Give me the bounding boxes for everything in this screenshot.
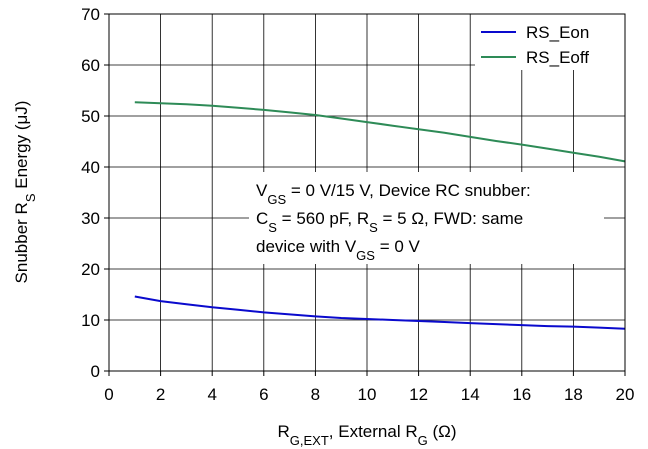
y-tick-label: 40 — [81, 158, 100, 177]
annotation-line-3: device with VGS = 0 V — [256, 237, 421, 263]
annotation-line-2: CS = 560 pF, RS = 5 Ω, FWD: same — [256, 209, 523, 235]
legend: RS_Eon RS_Eoff — [475, 14, 625, 70]
x-tick-label: 2 — [156, 385, 165, 404]
x-tick-label: 10 — [358, 385, 377, 404]
y-axis-label: Snubber RS Energy (μJ) — [12, 101, 38, 284]
legend-label: RS_Eon — [526, 23, 589, 42]
x-tick-label: 14 — [461, 385, 480, 404]
x-tick-label: 4 — [207, 385, 216, 404]
y-tick-label: 50 — [81, 107, 100, 126]
series-line-rs-eon — [134, 295, 626, 330]
annotation-line-1: VGS = 0 V/15 V, Device RC snubber: — [256, 181, 531, 207]
x-tick-label: 18 — [564, 385, 583, 404]
y-tick-label: 60 — [81, 56, 100, 75]
legend-box — [475, 14, 625, 70]
y-tick-label: 10 — [81, 311, 100, 330]
y-tick-label: 0 — [91, 362, 100, 381]
y-tick-label: 20 — [81, 260, 100, 279]
annotation-box-bg — [249, 172, 604, 264]
y-tick-label: 30 — [81, 209, 100, 228]
x-tick-label: 12 — [409, 385, 428, 404]
x-tick-label: 16 — [512, 385, 531, 404]
series-line-rs-eoff — [134, 101, 626, 163]
y-tick-label: 70 — [81, 5, 100, 24]
x-tick-label: 6 — [259, 385, 268, 404]
conditions-annotation: VGS = 0 V/15 V, Device RC snubber: CS = … — [256, 181, 531, 263]
legend-label: RS_Eoff — [526, 48, 589, 67]
x-axis: 0 2 4 6 8 10 12 14 16 18 20 — [104, 371, 634, 404]
x-axis-label: RG,EXT, External RG (Ω) — [278, 422, 457, 448]
x-tick-label: 8 — [311, 385, 320, 404]
x-tick-label: 20 — [616, 385, 635, 404]
data-series-layer — [134, 101, 626, 330]
y-axis: 0 10 20 30 40 50 60 70 — [81, 5, 109, 381]
x-tick-label: 0 — [104, 385, 113, 404]
